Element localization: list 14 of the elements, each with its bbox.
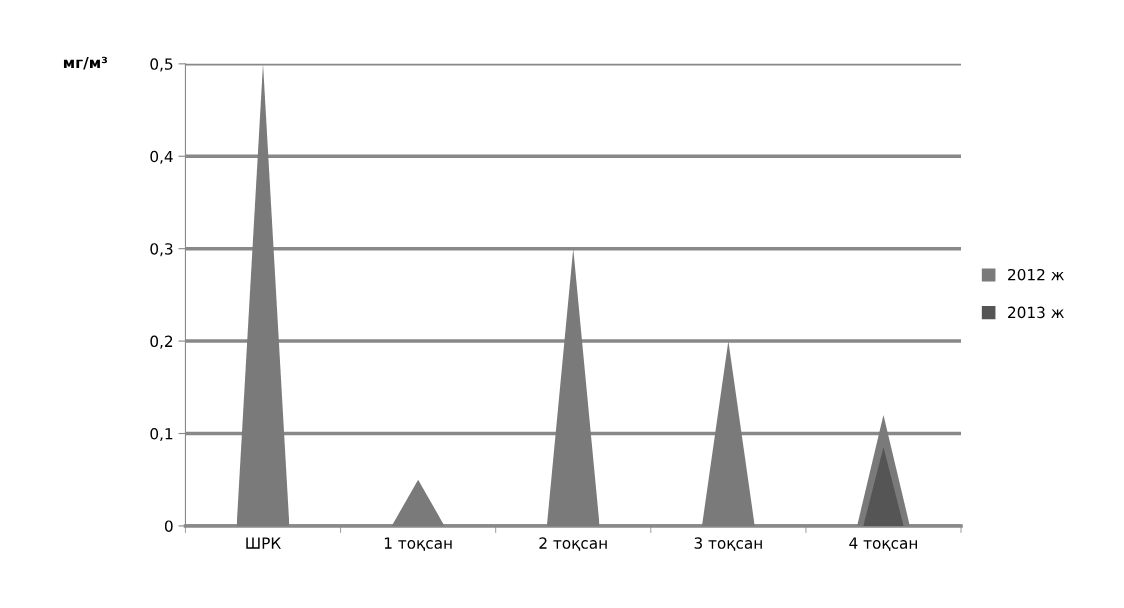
y-tick-label: 0,2 [150,335,173,349]
legend-label: 2012 ж [1008,268,1064,281]
y-tick-label: 0 [164,520,173,532]
y-tick-label: 0,1 [150,427,173,442]
x-tick-label: 3 тоқсан [694,537,762,551]
y-tick-label: 0,5 [150,58,173,72]
legend-label: 2013 ж [1008,306,1064,319]
y-tick-label: 0,4 [150,150,173,164]
x-tick-label: ШРК [246,537,281,549]
y-tick-label: 0,3 [150,243,173,257]
x-tick-label: 2 тоқсан [539,537,607,551]
x-tick-label: 1 тоқсан [384,537,452,551]
x-tick-label: 4 тоқсан [849,537,917,551]
y-axis-title: мг/м³ [63,56,108,70]
